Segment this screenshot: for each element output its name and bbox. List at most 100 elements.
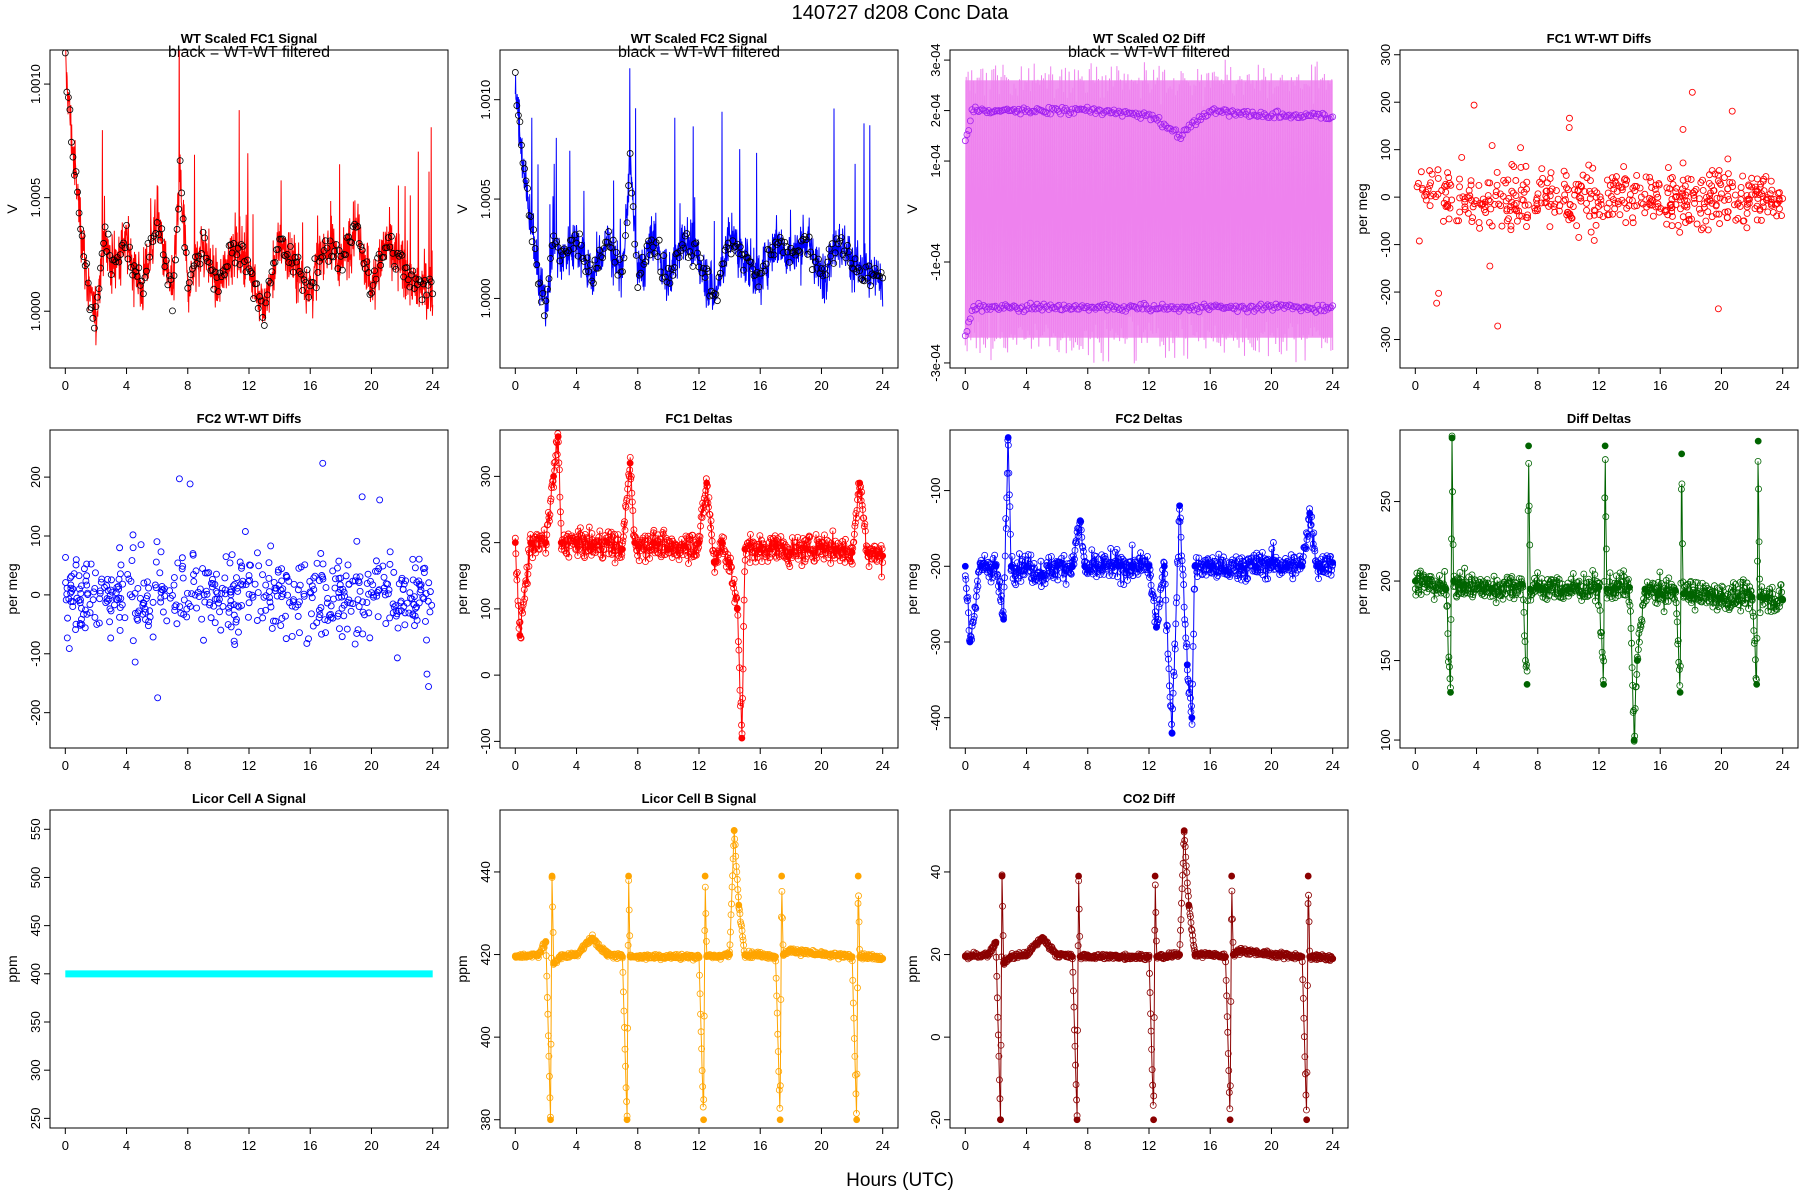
- data-point: [1100, 570, 1108, 578]
- data-point: [1534, 569, 1541, 577]
- y-tick-label: 400: [28, 963, 43, 985]
- data-vertex: [1448, 434, 1456, 442]
- data-point: [1493, 576, 1501, 584]
- data-point: [416, 582, 424, 590]
- data-point: [827, 559, 835, 567]
- data-point: [543, 531, 551, 539]
- data-point: [1179, 571, 1187, 579]
- x-tick-label: 8: [1534, 758, 1541, 773]
- filtered-point: [239, 242, 247, 250]
- data-point: [519, 601, 527, 609]
- data-point: [267, 542, 275, 550]
- filtered-point: [204, 258, 212, 265]
- upper-point: [1289, 112, 1297, 120]
- filtered-point: [69, 153, 77, 161]
- data-point: [1017, 577, 1025, 585]
- filtered-point: [516, 118, 524, 126]
- filtered-point: [71, 171, 78, 179]
- filtered-point: [213, 274, 221, 281]
- lower-point: [1282, 301, 1290, 309]
- data-point: [1755, 538, 1763, 546]
- lower-point: [1209, 303, 1216, 311]
- filtered-point: [530, 226, 538, 234]
- data-point: [1658, 580, 1665, 587]
- data-point: [1633, 172, 1641, 179]
- data-point: [198, 615, 206, 623]
- data-point: [531, 544, 539, 552]
- data-point: [1663, 220, 1671, 228]
- data-point: [626, 932, 634, 940]
- data-point: [262, 581, 270, 589]
- data-point: [1636, 626, 1644, 633]
- data-point: [1691, 606, 1699, 614]
- x-tick-label: 8: [184, 1138, 191, 1153]
- data-point: [1626, 191, 1634, 198]
- y-tick-label: 1.0010: [478, 80, 493, 120]
- data-point: [1512, 177, 1520, 184]
- filtered-point: [173, 225, 181, 233]
- filtered-point: [357, 243, 365, 250]
- data-point: [708, 537, 716, 545]
- data-point: [282, 612, 289, 620]
- data-point: [705, 503, 712, 511]
- filtered-point: [237, 241, 245, 248]
- data-point: [1591, 207, 1599, 215]
- data-point: [81, 624, 89, 632]
- data-vertex: [703, 479, 711, 487]
- data-vertex: [634, 542, 642, 550]
- data-point: [615, 541, 623, 548]
- data-point: [546, 511, 554, 519]
- data-point: [1527, 596, 1535, 604]
- upper-point: [1325, 115, 1333, 123]
- data-point: [265, 574, 273, 582]
- data-point: [1174, 553, 1182, 561]
- data-point: [620, 533, 627, 541]
- data-point: [380, 584, 388, 592]
- data-point: [1595, 601, 1602, 609]
- filtered-point: [658, 274, 666, 282]
- filtered-point: [709, 291, 717, 299]
- filtered-point: [537, 298, 545, 306]
- data-point: [1521, 201, 1529, 209]
- lower-point: [1165, 305, 1173, 313]
- filtered-point: [701, 274, 709, 281]
- upper-point: [1322, 115, 1330, 123]
- lower-point: [1287, 302, 1295, 309]
- data-point: [584, 538, 592, 546]
- filtered-point: [539, 290, 547, 297]
- data-point: [581, 531, 589, 538]
- data-point: [699, 509, 707, 517]
- data-point: [1030, 560, 1038, 567]
- data-point: [993, 573, 1001, 581]
- y-tick-label: 100: [1378, 729, 1393, 751]
- filtered-point: [738, 251, 746, 258]
- data-point: [107, 586, 115, 594]
- data-point: [1446, 663, 1453, 671]
- data-point: [1009, 575, 1017, 582]
- data-point: [576, 524, 584, 532]
- filtered-point: [384, 234, 392, 242]
- data-point: [1646, 173, 1654, 181]
- data-point: [1568, 589, 1576, 597]
- lower-point: [1115, 306, 1123, 313]
- data-point: [1732, 580, 1739, 588]
- data-point: [1593, 189, 1601, 197]
- data-point: [1047, 553, 1055, 560]
- data-point: [1569, 203, 1577, 211]
- data-point: [617, 553, 625, 561]
- data-point: [225, 608, 233, 616]
- data-point: [1517, 163, 1525, 171]
- filtered-point: [303, 266, 311, 274]
- data-point: [153, 538, 161, 546]
- data-point: [1724, 170, 1732, 178]
- filtered-point: [185, 279, 193, 287]
- x-tick-label: 16: [753, 758, 767, 773]
- data-point: [625, 906, 633, 914]
- data-point: [1627, 607, 1634, 615]
- data-point: [1005, 469, 1013, 477]
- data-point: [699, 1103, 707, 1111]
- y-tick-label: 300: [478, 466, 493, 488]
- data-point: [134, 609, 142, 617]
- data-point: [1577, 182, 1585, 190]
- data-point: [66, 574, 74, 582]
